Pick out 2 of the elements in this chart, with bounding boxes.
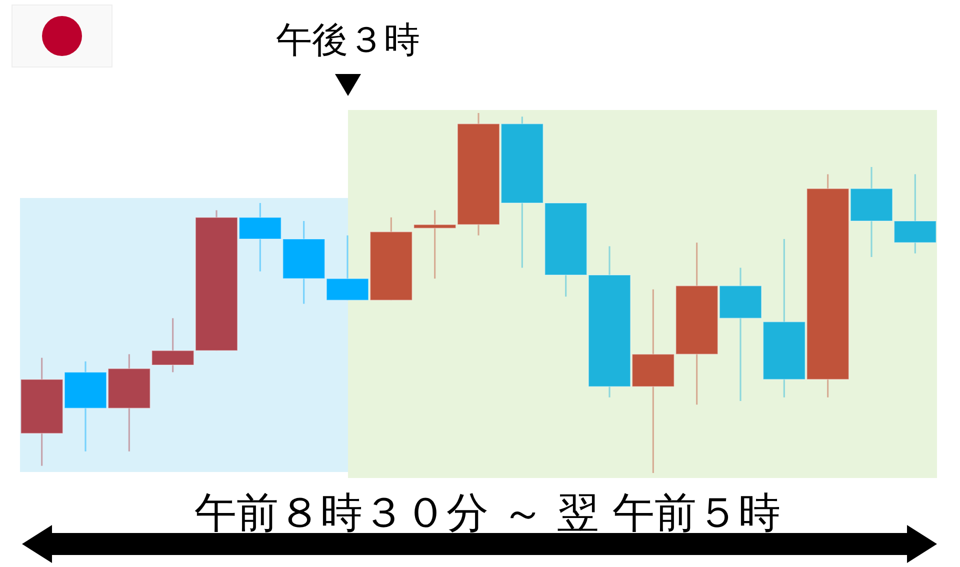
text: 午後３時: [276, 20, 420, 61]
text: 午前８時３０分 ～ 翌 午前５時: [194, 488, 781, 537]
